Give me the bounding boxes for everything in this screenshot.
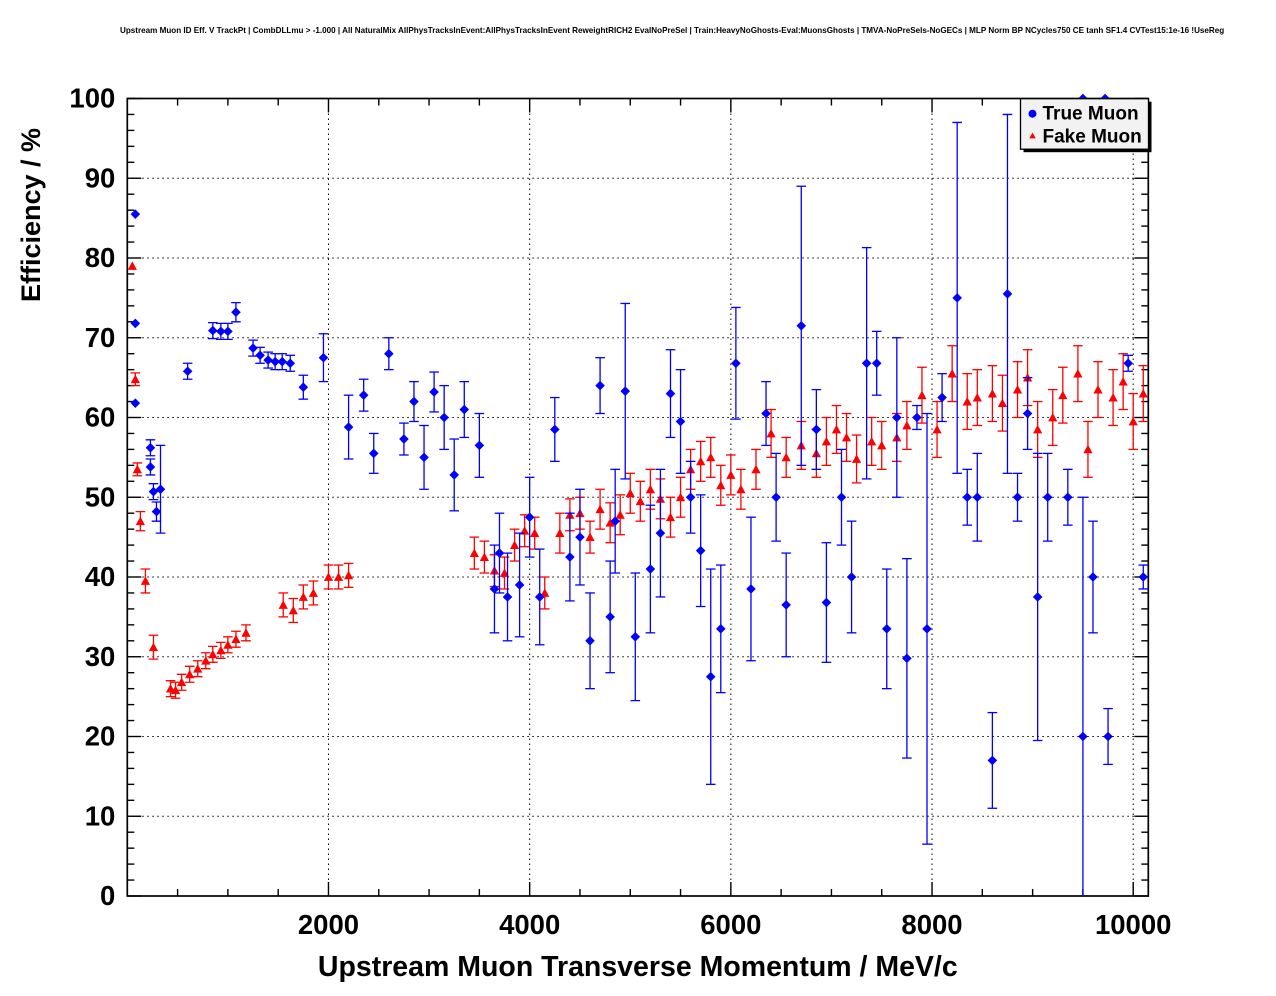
- svg-text:90: 90: [85, 162, 116, 193]
- svg-text:True Muon: True Muon: [1043, 104, 1139, 125]
- svg-text:Efficiency / %: Efficiency / %: [16, 128, 46, 302]
- svg-text:20: 20: [85, 721, 116, 752]
- svg-text:8000: 8000: [901, 909, 962, 940]
- svg-text:40: 40: [85, 561, 116, 592]
- svg-text:0: 0: [100, 880, 115, 911]
- svg-text:6000: 6000: [700, 909, 761, 940]
- svg-text:60: 60: [85, 402, 116, 433]
- svg-text:100: 100: [69, 83, 115, 114]
- svg-text:2000: 2000: [298, 909, 359, 940]
- svg-text:Upstream Muon Transverse Momen: Upstream Muon Transverse Momentum / MeV/…: [318, 951, 958, 983]
- svg-text:10000: 10000: [1095, 909, 1171, 940]
- svg-text:Fake Muon: Fake Muon: [1043, 127, 1142, 148]
- svg-text:50: 50: [85, 481, 116, 512]
- svg-text:70: 70: [85, 322, 116, 353]
- svg-text:Upstream Muon ID Eff. V TrackP: Upstream Muon ID Eff. V TrackPt | CombDL…: [120, 26, 1224, 35]
- svg-text:80: 80: [85, 242, 116, 273]
- svg-text:30: 30: [85, 641, 116, 672]
- svg-text:10: 10: [85, 800, 116, 831]
- svg-text:4000: 4000: [499, 909, 560, 940]
